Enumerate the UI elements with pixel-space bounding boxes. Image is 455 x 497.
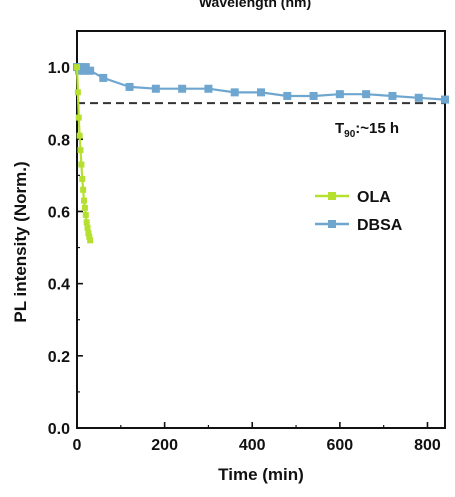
data-point-ola <box>81 197 88 204</box>
data-point-ola <box>86 233 93 240</box>
legend-marker-dbsa <box>328 220 336 228</box>
y-tick-label: 0.6 <box>48 204 70 221</box>
data-point-dbsa <box>99 73 108 82</box>
x-tick-label: 200 <box>151 437 178 454</box>
series-layer <box>73 63 449 244</box>
data-point-ola <box>75 114 82 121</box>
y-tick-label: 0.4 <box>48 277 70 294</box>
data-point-dbsa <box>414 93 423 102</box>
data-point-dbsa <box>362 90 371 99</box>
data-point-ola <box>74 89 81 96</box>
data-point-ola <box>77 147 84 154</box>
data-point-dbsa <box>151 84 160 93</box>
data-point-dbsa <box>388 91 397 100</box>
y-tick-label: 0.2 <box>48 349 70 366</box>
data-point-dbsa <box>441 95 449 104</box>
data-point-dbsa <box>230 88 239 97</box>
data-point-ola <box>81 204 88 211</box>
y-axis-label: PL intensity (Norm.) <box>11 161 30 322</box>
data-point-ola <box>82 212 89 219</box>
data-point-ola <box>76 132 83 139</box>
data-point-dbsa <box>335 90 344 99</box>
data-point-ola <box>84 224 91 231</box>
x-tick-label: 0 <box>73 437 82 454</box>
legend-marker-ola <box>328 192 336 200</box>
data-point-ola <box>78 161 85 168</box>
x-tick-label: 600 <box>327 437 354 454</box>
data-point-ola <box>87 237 94 244</box>
t90-annotation: T90:~15 h <box>335 120 399 140</box>
data-point-dbsa <box>204 84 213 93</box>
data-point-dbsa <box>86 66 95 75</box>
legend-label-dbsa: DBSA <box>357 217 403 234</box>
x-tick-label: 400 <box>239 437 266 454</box>
y-tick-label: 0.8 <box>48 132 70 149</box>
x-tick-label: 800 <box>414 437 441 454</box>
data-point-ola <box>80 186 87 193</box>
axis-ticks: 0 200 400 600 800 0.0 0.2 0.4 0.6 0.8 1.0 <box>48 30 441 454</box>
data-point-dbsa <box>257 88 265 97</box>
y-tick-label: 0.0 <box>48 421 70 438</box>
data-point-dbsa <box>309 91 318 100</box>
legend-label-ola: OLA <box>357 189 391 206</box>
data-point-ola <box>79 175 86 182</box>
data-point-ola <box>74 64 80 71</box>
plot-border <box>76 30 446 429</box>
top-axis-label: Wavelength (nm) <box>199 0 311 10</box>
legend: OLA DBSA <box>315 189 403 234</box>
data-point-ola <box>83 219 90 226</box>
data-point-dbsa <box>125 82 134 91</box>
y-tick-label: 1.0 <box>48 60 70 77</box>
x-axis-label: Time (min) <box>218 465 304 484</box>
data-point-ola <box>85 230 92 237</box>
data-point-dbsa <box>283 91 292 100</box>
data-point-dbsa <box>178 84 187 93</box>
plot-frame <box>76 30 446 429</box>
